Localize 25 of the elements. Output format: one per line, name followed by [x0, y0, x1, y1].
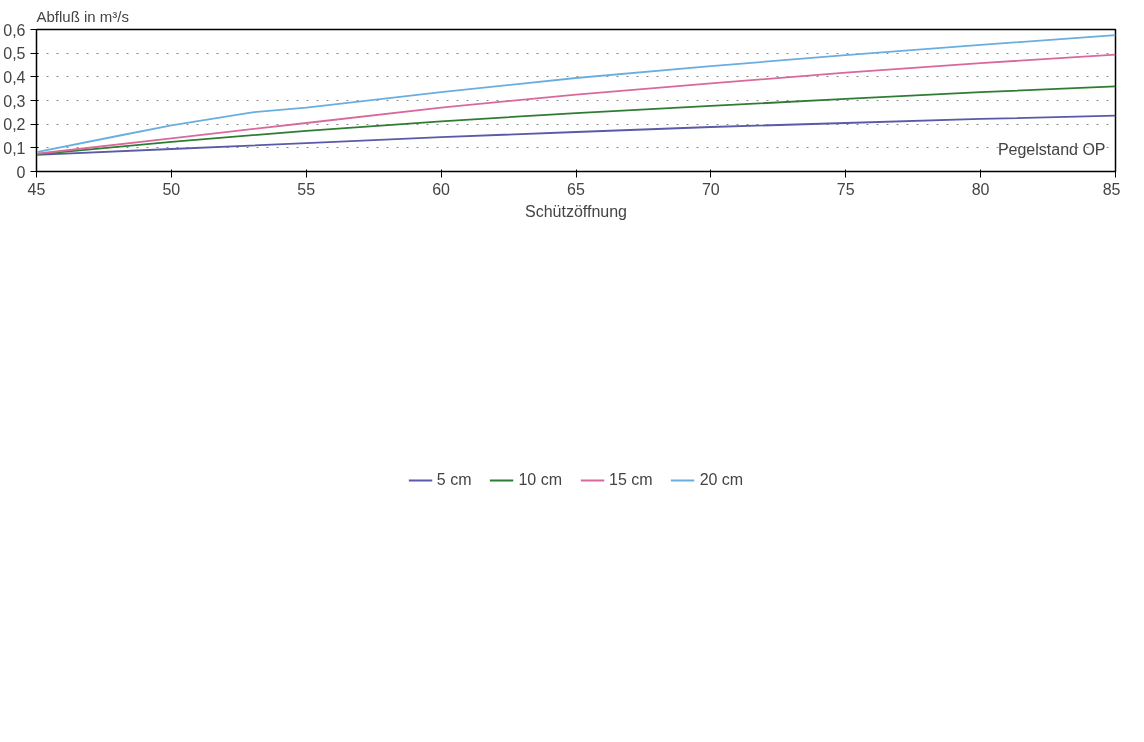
y-tick-label: 0,3	[3, 92, 26, 110]
x-tick-label: 75	[836, 180, 855, 198]
x-tick-label: 55	[297, 180, 316, 198]
legend-label: 5 cm	[436, 471, 472, 489]
x-tick-label: 45	[27, 180, 46, 198]
x-axis-title: Schützöffnung	[525, 202, 628, 220]
y-tick-label: 0,1	[3, 139, 26, 157]
x-tick-label: 60	[432, 180, 451, 198]
y-tick-label: 0,6	[3, 21, 26, 39]
x-tick-label: 85	[1102, 180, 1121, 198]
y-tick-label: 0,2	[3, 116, 26, 134]
legend-label: 15 cm	[609, 471, 653, 489]
legend-label: 20 cm	[699, 471, 744, 489]
line-series	[36, 85, 1116, 156]
x-tick-label: 80	[971, 180, 990, 198]
y-axis-title: Abfluß in m³/s	[36, 7, 130, 25]
legend-label: 10 cm	[518, 471, 563, 489]
y-tick-label: 0,4	[3, 68, 26, 86]
annotation: Pegelstand OP	[997, 140, 1106, 158]
line-series	[36, 114, 1116, 156]
x-tick-label: 50	[162, 180, 181, 198]
x-tick-label: 70	[701, 180, 720, 198]
y-tick-label: 0,5	[3, 45, 26, 63]
x-tick-label: 65	[567, 180, 585, 198]
y-tick-label: 0	[16, 163, 26, 181]
